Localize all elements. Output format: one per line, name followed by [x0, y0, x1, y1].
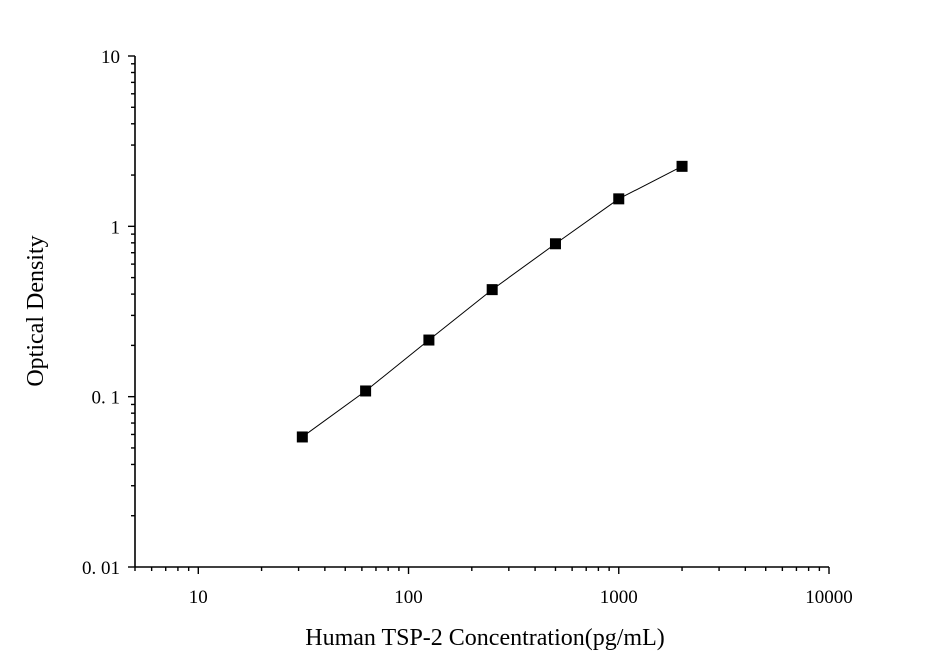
axis-ticks [128, 55, 830, 574]
y-tick-label: 10 [101, 47, 120, 68]
data-point [486, 284, 498, 296]
series-line [302, 165, 683, 438]
y-tick-label: 1 [111, 217, 121, 238]
data-point [296, 431, 308, 443]
data-point [676, 160, 688, 172]
y-tick-label: 0. 01 [82, 558, 120, 579]
data-point [613, 193, 625, 205]
tick-labels: 10 100 1000 10000 10 1 0. 1 0. 01 [82, 47, 853, 608]
x-tick-label: 10 [189, 587, 208, 608]
data-point [423, 334, 435, 346]
data-markers [296, 160, 688, 443]
x-tick-label: 100 [394, 587, 423, 608]
data-point [549, 238, 561, 250]
y-axis-title: Optical Density [23, 235, 49, 386]
x-tick-label: 10000 [805, 587, 853, 608]
y-tick-label: 0. 1 [92, 388, 121, 409]
x-tick-label: 1000 [600, 587, 638, 608]
data-point [360, 385, 372, 397]
x-axis-title: Human TSP-2 Concentration(pg/mL) [305, 625, 665, 651]
